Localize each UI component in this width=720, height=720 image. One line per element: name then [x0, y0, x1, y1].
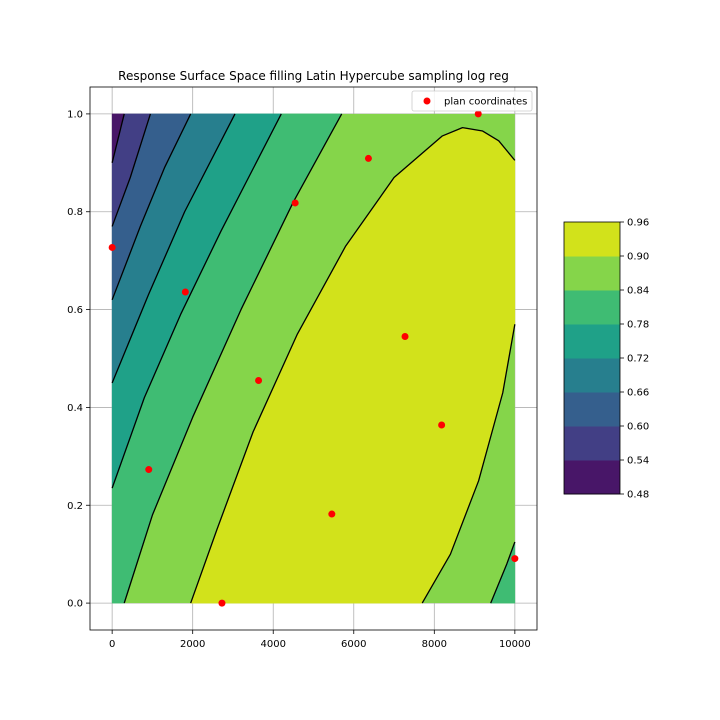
plan-point [328, 510, 336, 518]
plan-point [438, 421, 446, 429]
colorbar-band [564, 426, 620, 461]
contour-line-8 [490, 541, 516, 604]
colorbar-tick-label: 0.96 [627, 218, 649, 229]
legend-label: plan coordinates [444, 97, 527, 108]
colorbar-band [564, 222, 620, 257]
plan-point [218, 599, 226, 607]
y-tick-label: 1.0 [67, 109, 83, 120]
scatter-points [108, 110, 519, 607]
plan-point [181, 288, 189, 296]
colorbar-tick-label: 0.78 [627, 320, 649, 331]
y-tick-label: 0.2 [67, 501, 83, 512]
colorbar-band [564, 324, 620, 359]
y-tick-label: 0.6 [67, 305, 83, 316]
contour-line-5 [123, 113, 343, 604]
contour-line-6 [190, 126, 516, 604]
plan-point [108, 243, 116, 251]
colorbar-band [564, 290, 620, 325]
y-tick-label: 0.0 [67, 599, 83, 610]
plot-frame [89, 86, 538, 631]
y-tick-label: 0.8 [67, 207, 83, 218]
plan-point [291, 199, 299, 207]
contour-line-0 [111, 113, 125, 163]
plan-point [364, 154, 372, 162]
colorbar-tick-label: 0.90 [627, 252, 649, 263]
colorbar-tick-label: 0.54 [627, 456, 649, 467]
colorbar-band [564, 460, 620, 495]
contour-fills [111, 113, 516, 604]
contour-line-4 [111, 113, 282, 489]
colorbar-band [564, 358, 620, 393]
x-axis: 0 2000 4000 6000 8000 10000 [109, 630, 531, 650]
x-tick-label: 2000 [180, 639, 205, 650]
legend: plan coordinates [411, 90, 533, 112]
y-tick-label: 0.4 [67, 403, 83, 414]
colorbar-tick-label: 0.48 [627, 490, 649, 501]
legend-marker [423, 97, 431, 105]
contour-line-3 [111, 113, 236, 384]
x-tick-label: 6000 [341, 639, 366, 650]
plan-point [145, 466, 153, 474]
contour-line-1 [111, 113, 152, 227]
legend-box [411, 90, 533, 112]
colorbar: 0.48 0.54 0.60 0.66 0.72 0.78 0.84 0.90 0.96 [563, 218, 649, 501]
colorbar-tick-label: 0.72 [627, 354, 649, 365]
x-tick-label: 0 [109, 639, 115, 650]
x-tick-label: 8000 [422, 639, 447, 650]
colorbar-tick-label: 0.60 [627, 422, 649, 433]
plan-point [474, 110, 482, 118]
plan-point [401, 332, 409, 340]
plan-point [255, 377, 263, 385]
colorbar-band [564, 256, 620, 291]
x-tick-label: 4000 [261, 639, 286, 650]
plan-point [511, 555, 519, 563]
contour-lines [111, 113, 516, 604]
chart-title: Response Surface Space filling Latin Hyp… [118, 69, 509, 83]
colorbar-tick-label: 0.66 [627, 388, 649, 399]
x-tick-label: 10000 [499, 639, 531, 650]
y-axis: 0.0 0.2 0.4 0.6 0.8 1.0 [67, 109, 90, 610]
colorbar-band [564, 392, 620, 427]
colorbar-tick-label: 0.84 [627, 286, 649, 297]
contour-line-7 [421, 324, 516, 604]
contour-line-2 [111, 113, 192, 301]
